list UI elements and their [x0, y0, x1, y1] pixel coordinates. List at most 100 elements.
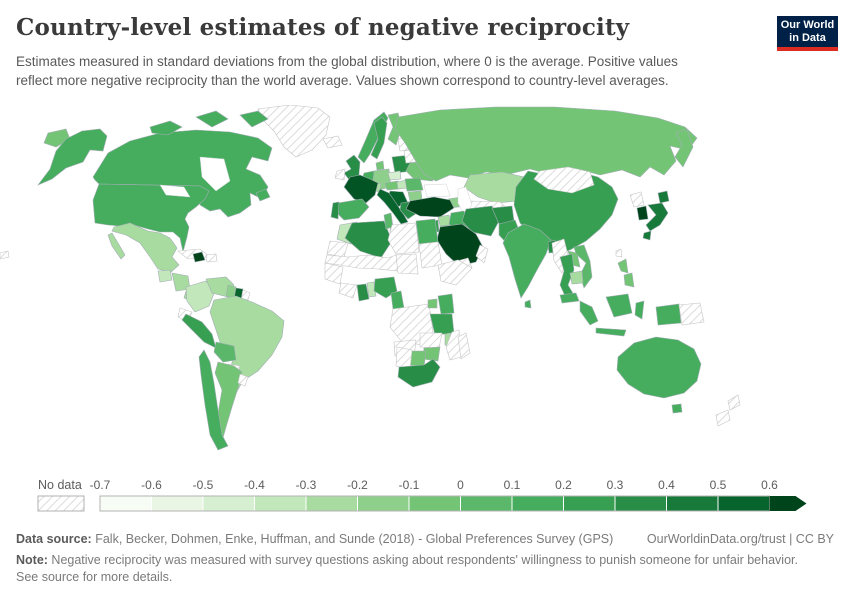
legend-tick: 0.4	[658, 478, 675, 492]
country-denmark[interactable]	[375, 160, 385, 171]
country-cameroon[interactable]	[390, 290, 405, 310]
legend-cell[interactable]	[614, 495, 667, 512]
country-alaska[interactable]	[37, 128, 108, 186]
country-guatemala[interactable]	[157, 269, 173, 283]
country-greenland[interactable]	[257, 105, 331, 158]
country-australia[interactable]	[616, 336, 702, 399]
legend-cell[interactable]	[563, 495, 616, 512]
country-madagascar[interactable]	[457, 332, 471, 360]
country-russia[interactable]	[394, 106, 698, 182]
owid-link[interactable]: OurWorldinData.org/trust | CC BY	[646, 532, 834, 546]
legend-tick: -0.5	[193, 478, 214, 492]
country-botswana[interactable]	[409, 350, 427, 368]
country-mongolia[interactable]	[533, 166, 595, 194]
country-portugal[interactable]	[330, 201, 340, 220]
country-kenya[interactable]	[437, 293, 455, 315]
country-india[interactable]	[502, 223, 552, 299]
legend-cell[interactable]	[357, 495, 410, 512]
country-egypt[interactable]	[415, 218, 439, 245]
country-mozambique[interactable]	[445, 329, 462, 361]
country-bolivia[interactable]	[213, 341, 237, 363]
country-new-zealand-south[interactable]	[715, 409, 731, 427]
country-sweden[interactable]	[370, 116, 388, 160]
country-pacific-islands[interactable]	[0, 250, 10, 260]
country-newfoundland[interactable]	[255, 188, 271, 202]
country-brazil[interactable]	[209, 295, 285, 394]
country-algeria[interactable]	[344, 220, 393, 259]
legend-cell[interactable]	[666, 495, 719, 512]
country-oman[interactable]	[475, 244, 489, 264]
country-saudi-arabia[interactable]	[436, 223, 484, 267]
country-new-zealand-north[interactable]	[727, 394, 741, 411]
country-south-africa[interactable]	[397, 358, 441, 388]
country-borneo[interactable]	[605, 293, 633, 318]
legend-cell[interactable]	[99, 495, 152, 512]
country-colombia[interactable]	[185, 280, 216, 313]
country-mexico[interactable]	[111, 222, 180, 273]
country-haiti[interactable]	[192, 251, 206, 263]
legend-cell[interactable]	[460, 495, 513, 512]
country-vietnam[interactable]	[573, 244, 593, 289]
country-japan-hokkaido[interactable]	[657, 190, 670, 204]
country-japan-kyushu[interactable]	[642, 230, 652, 241]
legend-cell[interactable]	[151, 495, 204, 512]
legend-arrow[interactable]	[769, 496, 807, 511]
no-data-swatch[interactable]	[37, 495, 85, 512]
country-malaysia[interactable]	[559, 292, 580, 304]
country-west-africa-coast[interactable]	[324, 262, 344, 285]
country-chile[interactable]	[198, 349, 229, 451]
country-canada-arctic-1[interactable]	[149, 120, 183, 136]
country-uganda[interactable]	[427, 298, 438, 309]
country-argentina[interactable]	[213, 361, 243, 446]
country-sumatra[interactable]	[579, 300, 599, 326]
country-chad[interactable]	[395, 253, 419, 275]
country-canada-arctic-3[interactable]	[239, 110, 269, 128]
country-kamchatka[interactable]	[674, 128, 694, 168]
legend-cell[interactable]	[202, 495, 255, 512]
country-ivory-coast[interactable]	[338, 282, 358, 299]
legend-cell[interactable]	[305, 495, 358, 512]
country-ghana[interactable]	[356, 283, 370, 302]
country-sulawesi[interactable]	[634, 300, 645, 320]
country-philippines-south[interactable]	[623, 272, 635, 288]
country-peru[interactable]	[181, 313, 217, 349]
country-japan-honshu[interactable]	[645, 202, 669, 232]
country-france[interactable]	[343, 174, 379, 204]
legend-cell[interactable]	[254, 495, 307, 512]
country-sri-lanka[interactable]	[524, 299, 532, 309]
country-zambia[interactable]	[419, 332, 443, 349]
legend-cell[interactable]	[408, 495, 461, 512]
legend-cell[interactable]	[717, 495, 770, 512]
country-south-korea[interactable]	[636, 205, 649, 221]
country-romania[interactable]	[404, 177, 424, 192]
country-philippines-north[interactable]	[617, 258, 629, 274]
country-horn-of-africa[interactable]	[437, 259, 473, 286]
country-libya[interactable]	[387, 222, 420, 255]
country-czechia[interactable]	[387, 170, 402, 181]
country-turkey[interactable]	[405, 196, 455, 218]
country-cambodia[interactable]	[569, 270, 584, 285]
country-papua-new-guinea[interactable]	[678, 302, 705, 326]
country-dominican-republic[interactable]	[205, 253, 218, 263]
country-spain[interactable]	[334, 198, 370, 221]
country-canada[interactable]	[92, 129, 273, 218]
country-java[interactable]	[595, 327, 627, 337]
country-north-korea[interactable]	[629, 191, 645, 208]
country-ireland[interactable]	[334, 168, 346, 181]
country-italy[interactable]	[376, 188, 409, 225]
country-namibia[interactable]	[395, 346, 413, 370]
country-western-sahara[interactable]	[326, 240, 349, 258]
country-taiwan[interactable]	[615, 248, 623, 258]
country-togo-benin[interactable]	[366, 281, 377, 298]
country-canada-arctic-2[interactable]	[195, 110, 229, 128]
country-west-new-guinea[interactable]	[655, 303, 682, 326]
country-iran[interactable]	[461, 205, 500, 237]
country-tasmania[interactable]	[671, 403, 683, 414]
country-tanzania[interactable]	[429, 313, 455, 336]
country-sudan[interactable]	[418, 241, 443, 269]
country-uruguay[interactable]	[237, 373, 249, 387]
country-iceland[interactable]	[322, 135, 343, 149]
legend-cell[interactable]	[511, 495, 564, 512]
owid-logo[interactable]: Our World in Data	[777, 16, 838, 51]
country-baja-california[interactable]	[107, 232, 126, 260]
